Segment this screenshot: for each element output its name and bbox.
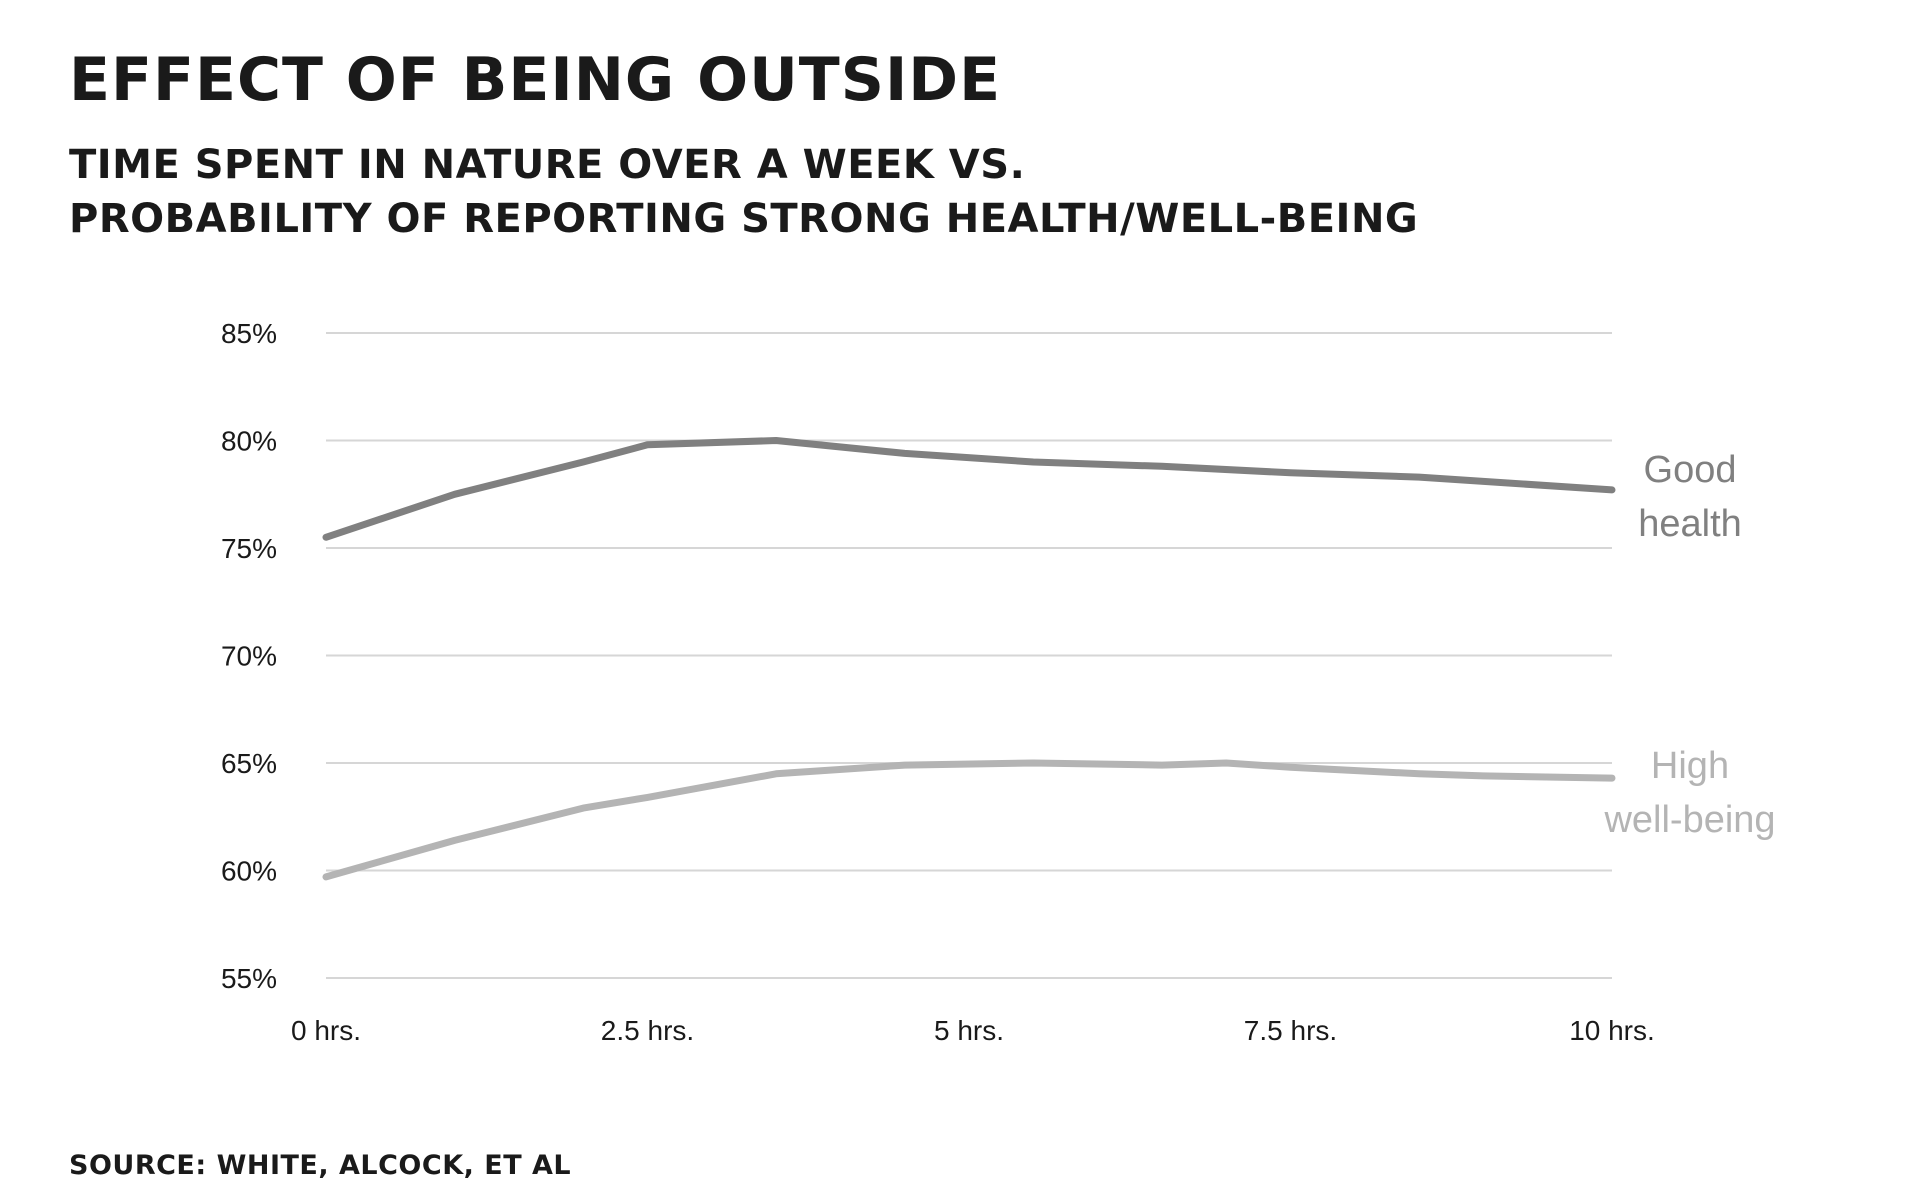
chart-subtitle-line-1: TIME SPENT IN NATURE OVER A WEEK VS. — [69, 142, 1026, 188]
chart-subtitle: TIME SPENT IN NATURE OVER A WEEK VS. PRO… — [69, 138, 1418, 246]
y-tick-label-85: 85% — [221, 318, 277, 349]
y-tick-label-60: 60% — [221, 856, 277, 887]
x-tick-label-5: 5 hrs. — [934, 1015, 1004, 1046]
series-label-high-well-being: High well-being — [1603, 745, 1775, 841]
series-label-good-health: Good health — [1638, 449, 1742, 545]
series-line-good-health — [322, 437, 1616, 541]
y-tick-label-65: 65% — [221, 748, 277, 779]
x-tick-label-10: 10 hrs. — [1569, 1015, 1655, 1046]
series-label-line: Good — [1644, 449, 1737, 491]
y-tick-label-70: 70% — [221, 641, 277, 672]
x-tick-label-7-5: 7.5 hrs. — [1244, 1015, 1337, 1046]
series-label-line: health — [1638, 503, 1742, 545]
chart-source: SOURCE: WHITE, ALCOCK, ET AL — [69, 1150, 572, 1181]
series-label-line: well-being — [1603, 799, 1775, 841]
chart-subtitle-line-2: PROBABILITY OF REPORTING STRONG HEALTH/W… — [69, 196, 1419, 242]
x-tick-label-0: 0 hrs. — [291, 1015, 361, 1046]
y-tick-label-80: 80% — [221, 426, 277, 457]
series-label-line: High — [1651, 745, 1729, 787]
chart-title: EFFECT OF BEING OUTSIDE — [69, 45, 1002, 115]
x-tick-label-2-5: 2.5 hrs. — [601, 1015, 694, 1046]
y-tick-label-75: 75% — [221, 533, 277, 564]
y-tick-label-55: 55% — [221, 963, 277, 994]
series-line-high-well-being — [322, 759, 1616, 881]
